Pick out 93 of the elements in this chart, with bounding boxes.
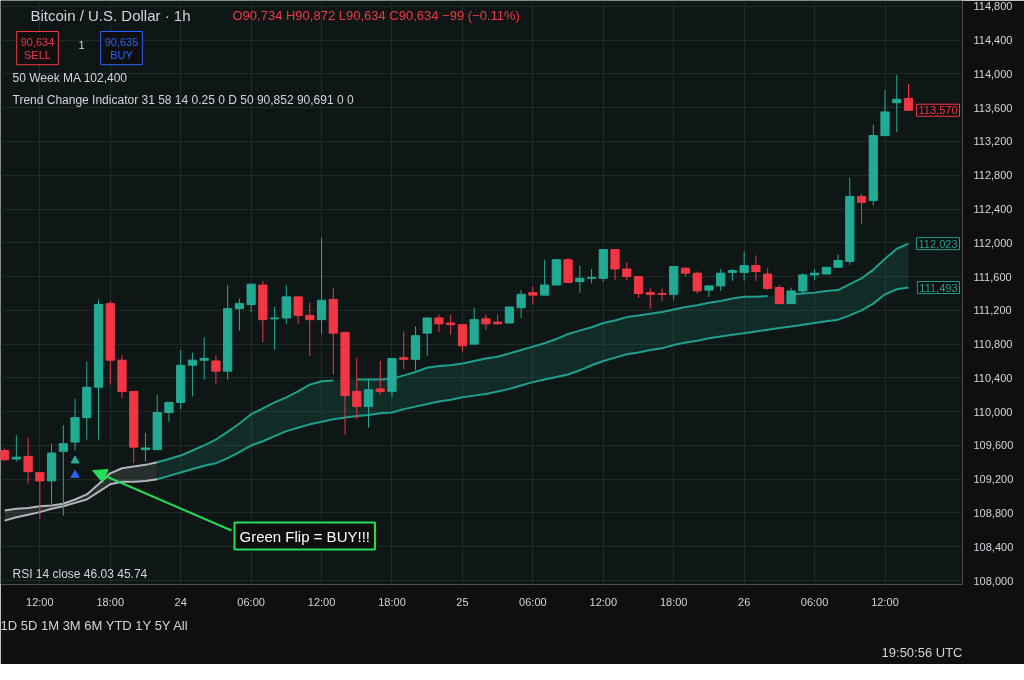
- y-tick-label: 112,000: [973, 236, 1013, 249]
- candlestick: [798, 272, 808, 295]
- y-tick-label: 110,400: [973, 371, 1013, 384]
- candlestick: [375, 360, 385, 396]
- candlestick: [446, 314, 456, 336]
- annotation: Green Flip = BUY!!!: [239, 527, 370, 545]
- text: 111,493: [919, 281, 958, 294]
- y-tick-label: 110,800: [973, 338, 1013, 351]
- candlestick: [657, 287, 667, 302]
- y-tick-label: 111,200: [973, 304, 1012, 317]
- x-tick-label: 06:00: [519, 595, 547, 608]
- annotation: Trend Change Indicator 31 58 14 0.25 0 D 50 90,852 90,691 0 0: [12, 92, 354, 107]
- y-tick-label: 108,000: [973, 574, 1014, 587]
- candlestick: [199, 336, 209, 381]
- candlestick: [269, 306, 280, 351]
- candlestick: [457, 324, 468, 353]
- candlestick: [422, 317, 432, 357]
- candlestick: [563, 257, 573, 283]
- annotation: RSI 14 close 46.03 45.74: [12, 566, 148, 581]
- y-tick-label: 111,600: [973, 270, 1012, 283]
- x-tick-label: 18:00: [96, 595, 125, 608]
- candlestick: [164, 401, 174, 423]
- y-tick-label: 113,600: [973, 101, 1013, 114]
- candlestick: [399, 330, 409, 370]
- candlestick: [23, 437, 33, 484]
- x-tick-label: 26: [738, 595, 751, 608]
- y-tick-label: 110,000: [973, 405, 1013, 418]
- text: 1D 5D 1M 3M 6M YTD 1Y 5Y All: [0, 617, 188, 633]
- y-tick-label: 113,200: [973, 135, 1013, 148]
- text: 112,023: [918, 237, 958, 250]
- x-tick-label: 06:00: [237, 595, 265, 608]
- candlestick: [293, 296, 303, 325]
- text: 113,570: [918, 104, 958, 117]
- candlestick: [246, 283, 256, 313]
- candlestick: [528, 286, 538, 305]
- candlestick: [774, 284, 784, 305]
- annotation: 90,634 SELL: [20, 35, 55, 61]
- text: 19:50:56 UTC: [881, 644, 963, 660]
- candlestick: [352, 357, 362, 420]
- candlestick: [58, 424, 68, 517]
- x-tick-label: 18:00: [378, 595, 406, 608]
- y-tick-label: 109,600: [973, 439, 1014, 452]
- candlestick: [539, 259, 550, 296]
- candlestick: [575, 265, 585, 294]
- x-tick-label: 25: [456, 595, 469, 608]
- x-tick-label: 24: [174, 595, 187, 608]
- candlestick: [763, 267, 773, 291]
- candlestick: [211, 354, 221, 386]
- candlestick: [11, 434, 21, 462]
- candlestick: [692, 271, 702, 294]
- candlestick: [281, 284, 291, 325]
- candlestick: [610, 249, 620, 281]
- candlestick: [903, 83, 914, 112]
- candlestick: [645, 287, 655, 310]
- candlestick: [716, 268, 726, 292]
- y-tick-label: 114,000: [973, 67, 1013, 80]
- candlestick: [481, 314, 491, 331]
- candlestick: [856, 193, 867, 225]
- y-tick-label: 114,800: [973, 0, 1013, 13]
- x-tick-label: 12:00: [871, 595, 899, 608]
- annotation: 50 Week MA 102,400: [12, 70, 128, 85]
- y-tick-label: 108,800: [973, 506, 1014, 519]
- annotation: 90,635 BUY: [104, 35, 139, 61]
- x-tick-label: 18:00: [659, 595, 688, 608]
- candlestick: [751, 254, 761, 282]
- y-tick-label: 112,400: [973, 203, 1013, 216]
- candlestick: [434, 314, 444, 333]
- x-tick-label: 12:00: [307, 595, 336, 608]
- y-tick-label: 108,400: [973, 540, 1014, 553]
- candlestick: [892, 74, 902, 133]
- candlestick: [704, 285, 714, 298]
- x-tick-label: 12:00: [26, 595, 54, 608]
- y-tick-label: 114,400: [973, 34, 1013, 47]
- x-tick-label: 12:00: [589, 595, 618, 608]
- candlestick: [316, 237, 327, 335]
- x-tick-label: 06:00: [800, 595, 829, 608]
- candlestick: [516, 289, 526, 319]
- y-tick-label: 112,800: [973, 169, 1013, 182]
- candlestick: [35, 471, 45, 520]
- candlestick: [363, 378, 374, 429]
- candlestick: [305, 302, 315, 357]
- candlestick: [140, 432, 151, 462]
- candlestick: [739, 250, 749, 282]
- chart-title: Bitcoin / U.S. Dollar · 1h: [30, 6, 191, 24]
- y-tick-label: 109,200: [973, 473, 1014, 486]
- annotation: 1: [78, 38, 85, 51]
- candlestick: [187, 352, 198, 397]
- text: O90,734 H90,872 L90,634 C90,634 −99 (−0.11%): [232, 7, 520, 23]
- candlestick: [410, 325, 421, 371]
- candlestick: [880, 89, 890, 137]
- line-series: [156, 286, 910, 481]
- candlestick: [234, 298, 244, 332]
- candlestick: [633, 276, 644, 299]
